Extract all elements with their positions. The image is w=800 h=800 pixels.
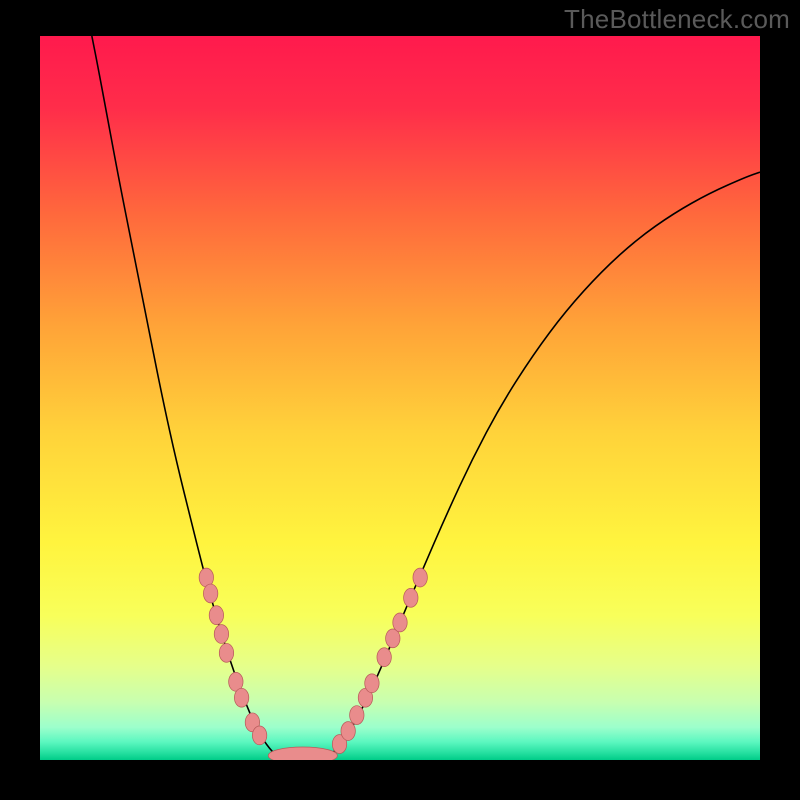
data-marker bbox=[365, 674, 379, 693]
watermark-text: TheBottleneck.com bbox=[564, 4, 790, 35]
data-marker bbox=[341, 722, 355, 741]
data-marker bbox=[234, 688, 248, 707]
data-marker bbox=[404, 588, 418, 607]
data-marker bbox=[203, 584, 217, 603]
data-marker bbox=[214, 625, 228, 644]
data-marker bbox=[209, 606, 223, 625]
data-marker bbox=[377, 648, 391, 667]
data-marker bbox=[219, 643, 233, 662]
data-marker bbox=[393, 613, 407, 632]
data-marker bbox=[413, 568, 427, 587]
gradient-rect bbox=[40, 36, 760, 760]
chart-stage: TheBottleneck.com bbox=[0, 0, 800, 800]
plot-area bbox=[40, 36, 760, 760]
data-marker bbox=[252, 726, 266, 745]
data-marker bbox=[350, 706, 364, 725]
plot-svg bbox=[40, 36, 760, 760]
